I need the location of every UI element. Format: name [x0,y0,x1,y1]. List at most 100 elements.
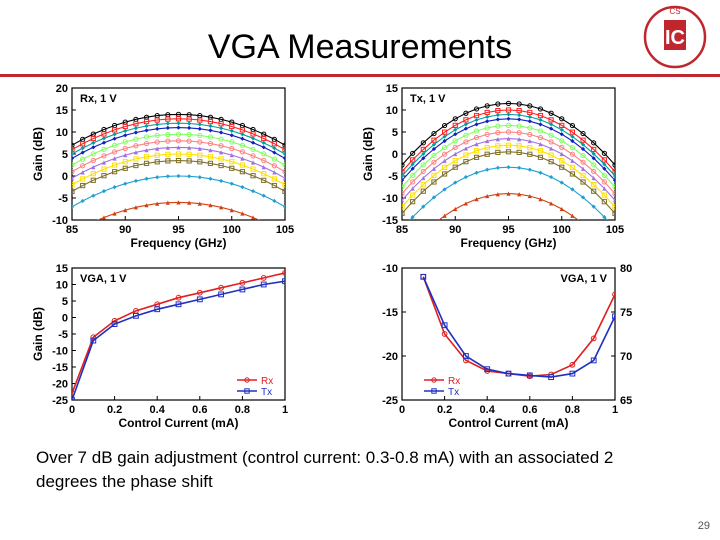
x-tick-label: 85 [396,224,408,236]
data-point [612,162,615,168]
data-point [612,313,615,320]
data-point [101,160,107,165]
x-axis-label: Frequency (GHz) [130,236,226,250]
data-point [526,372,533,379]
data-point [580,130,586,137]
data-point [187,125,192,131]
data-point [261,177,267,183]
data-point [112,156,117,161]
data-point [580,146,586,152]
y-tick-label: -20 [382,351,398,363]
data-point [207,160,214,166]
data-point [442,171,448,177]
data-point [591,156,596,161]
data-point [133,143,139,149]
data-point [218,121,224,127]
data-point [517,192,522,197]
data-point [261,140,266,146]
data-point [549,146,554,151]
data-point [517,165,522,170]
data-point [516,123,522,129]
data-point [219,205,224,210]
data-point [431,159,437,165]
data-point [495,192,500,197]
data-point [91,145,96,150]
data-point [250,160,256,165]
cs-ic-symposium-logo: IC CS [643,5,707,69]
data-point [420,273,427,280]
data-point [196,296,203,303]
data-point [155,146,160,151]
data-point [402,173,405,179]
data-point [219,126,224,131]
data-point [90,157,96,164]
data-point [250,188,256,194]
x-tick-label: 105 [606,224,624,236]
data-point [112,149,118,155]
data-point [282,156,285,161]
data-point [516,143,522,149]
y-axis-label: Gain (dB) [31,307,45,361]
data-point [239,149,245,155]
data-point [261,145,266,150]
data-point [133,136,139,142]
plot-frame [71,267,286,401]
data-point [463,139,469,145]
y-tick-label: -15 [382,215,398,227]
data-point [218,143,224,149]
data-point [431,137,437,143]
data-point [112,169,118,175]
y-tick-label: 15 [56,105,68,117]
data-point [473,148,480,154]
x-tick-label: 100 [553,224,571,236]
x-tick-label: 1 [282,404,288,416]
data-point [410,172,416,178]
data-point [186,151,192,157]
data-point [197,139,203,145]
x-tick-label: 95 [172,224,184,236]
data-point [473,112,480,119]
data-point [122,159,128,165]
data-point [516,101,522,107]
data-point [80,182,86,189]
y-tick-label: 10 [56,127,68,139]
data-point [260,281,267,288]
data-point [592,231,596,235]
data-point [187,145,192,150]
data-point [527,125,533,131]
data-point [175,301,182,308]
data-point [410,192,416,198]
data-point [453,151,458,157]
data-point [548,159,554,165]
legend-label: Tx [448,387,459,398]
data-point [402,210,405,217]
data-point [250,215,256,220]
data-point [90,337,97,344]
y-tick-label: -25 [382,395,398,407]
data-point [581,222,585,226]
y-tick-label: -10 [382,193,398,205]
data-point [402,169,405,175]
data-point [410,214,415,220]
data-point [463,201,468,206]
data-point [474,142,479,147]
data-point [165,151,171,157]
x-axis-label: Frequency (GHz) [460,236,556,250]
data-point [559,158,565,164]
data-point [431,146,437,152]
data-point [186,131,192,138]
data-point [229,123,235,130]
data-point [122,165,128,171]
data-point [186,116,192,122]
data-point [112,184,117,190]
data-point [176,121,181,126]
data-point [250,166,256,172]
series-line [402,131,615,194]
data-point [569,164,575,170]
data-point [176,145,181,150]
data-point [559,180,564,185]
y-axis-label: Gain (dB) [361,127,375,181]
data-point [208,176,213,181]
data-point [495,130,501,136]
series-line [402,102,615,166]
